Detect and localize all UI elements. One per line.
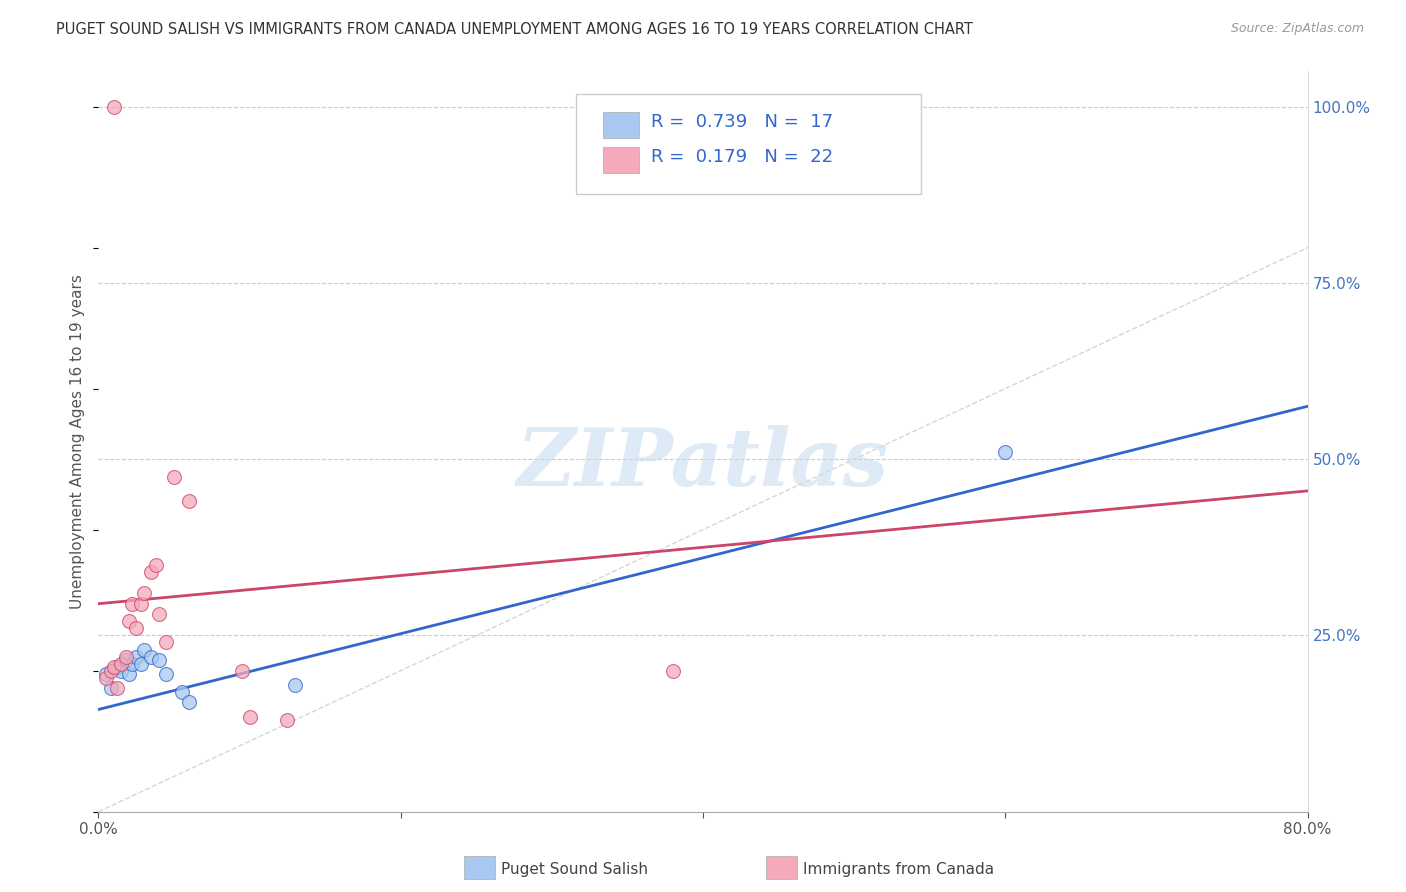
Point (170, 685, 193, 699)
Point (179, 494, 201, 508)
Point (231, 664, 253, 678)
Point (141, 565, 163, 579)
Point (129, 657, 152, 671)
Text: Immigrants from Canada: Immigrants from Canada (803, 862, 994, 877)
Y-axis label: Unemployment Among Ages 16 to 19 years: Unemployment Among Ages 16 to 19 years (70, 274, 86, 609)
FancyBboxPatch shape (576, 94, 921, 194)
Point (125, 621, 148, 635)
Point (163, 470, 186, 484)
Point (129, 597, 152, 611)
Point (132, 586, 155, 600)
Point (121, 597, 143, 611)
Point (118, 615, 141, 629)
Point (103, 660, 125, 674)
Point (100, 664, 122, 678)
Point (179, 695, 201, 709)
Point (94, 667, 117, 681)
Point (141, 649, 163, 664)
Point (148, 653, 170, 667)
Point (994, 445, 1017, 459)
Text: R =  0.179   N =  22: R = 0.179 N = 22 (651, 147, 834, 166)
Point (132, 642, 155, 657)
Point (105, 660, 128, 674)
Point (105, 681, 128, 696)
Point (125, 649, 148, 664)
Text: ZIPatlas: ZIPatlas (517, 425, 889, 502)
Point (94, 671, 117, 685)
Point (114, 653, 136, 667)
Point (103, 100, 125, 114)
Text: Source: ZipAtlas.com: Source: ZipAtlas.com (1230, 22, 1364, 36)
Text: R =  0.739   N =  17: R = 0.739 N = 17 (651, 112, 834, 131)
Point (145, 558, 167, 572)
Point (148, 607, 170, 622)
FancyBboxPatch shape (603, 112, 638, 138)
Point (100, 681, 122, 696)
Point (276, 713, 298, 727)
Point (118, 667, 141, 681)
Point (121, 657, 143, 671)
Point (284, 678, 307, 692)
Point (110, 657, 132, 671)
FancyBboxPatch shape (603, 147, 638, 173)
Text: Puget Sound Salish: Puget Sound Salish (501, 862, 648, 877)
Point (239, 709, 262, 723)
Point (662, 664, 685, 678)
Text: PUGET SOUND SALISH VS IMMIGRANTS FROM CANADA UNEMPLOYMENT AMONG AGES 16 TO 19 YE: PUGET SOUND SALISH VS IMMIGRANTS FROM CA… (56, 22, 973, 37)
Point (155, 635, 177, 649)
Point (114, 649, 136, 664)
Point (110, 664, 132, 678)
Point (155, 667, 177, 681)
